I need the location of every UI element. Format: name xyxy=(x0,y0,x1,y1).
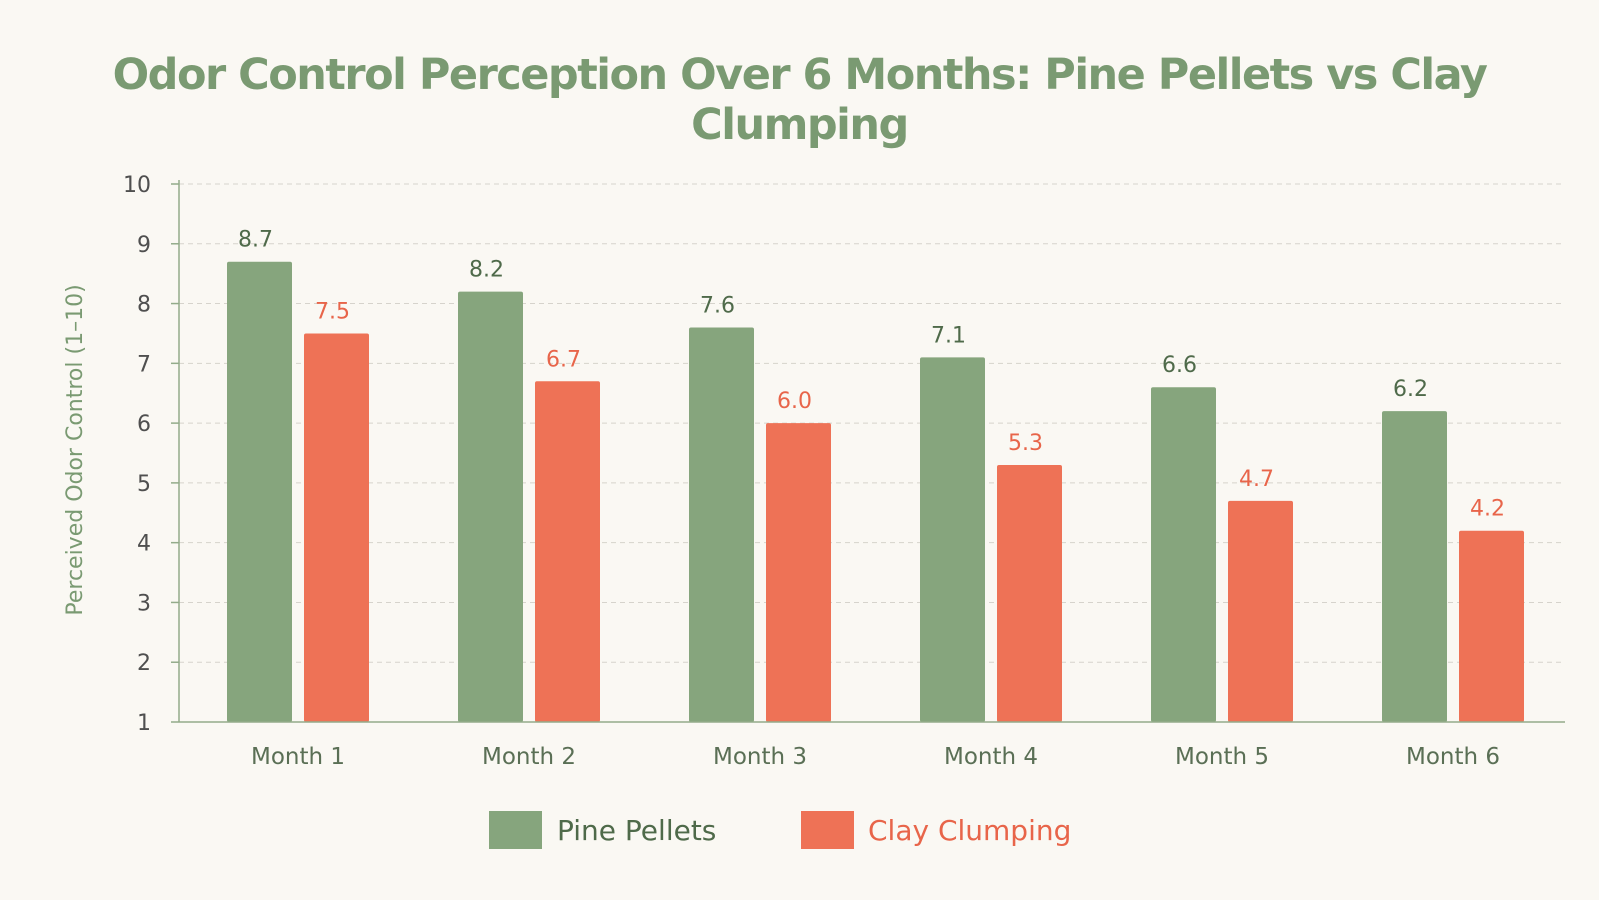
value-label-clay: 4.2 xyxy=(1470,497,1505,522)
y-tick-label: 2 xyxy=(137,651,151,676)
bar-clay[interactable] xyxy=(766,423,831,722)
y-tick-label: 9 xyxy=(137,233,151,258)
y-tick-label: 1 xyxy=(137,711,151,736)
x-category-label: Month 6 xyxy=(1406,744,1500,770)
x-category-label: Month 5 xyxy=(1175,744,1269,770)
x-category-label: Month 4 xyxy=(944,744,1038,770)
value-labels: 8.7 7.5 8.2 6.7 7.6 6.0 7.1 5.3 6.6 4.7 6.2 4.2 xyxy=(238,228,1505,522)
legend: Pine Pellets Clay Clumping xyxy=(489,811,1071,849)
y-tick-label: 10 xyxy=(123,173,151,198)
chart-title: Odor Control Perception Over 6 Months: P… xyxy=(112,50,1488,150)
bar-clay[interactable] xyxy=(535,381,600,722)
value-label-clay: 7.5 xyxy=(315,299,350,324)
y-tick-label: 3 xyxy=(137,591,151,616)
gridlines xyxy=(179,183,1565,663)
legend-label-clay: Clay Clumping xyxy=(868,814,1071,847)
bar-pine[interactable] xyxy=(227,261,292,722)
y-tick-label: 4 xyxy=(137,532,151,557)
legend-item-clay[interactable]: Clay Clumping xyxy=(801,811,1071,849)
bar-clay[interactable] xyxy=(1459,530,1524,722)
bars xyxy=(227,261,1524,722)
value-label-clay: 6.7 xyxy=(546,347,581,372)
bar-clay[interactable] xyxy=(1228,500,1293,722)
x-category-label: Month 2 xyxy=(482,744,576,770)
legend-swatch-pine xyxy=(489,811,542,849)
value-label-pine: 7.6 xyxy=(700,293,735,318)
legend-item-pine[interactable]: Pine Pellets xyxy=(489,811,716,849)
value-label-pine: 6.6 xyxy=(1162,353,1197,378)
bar-pine[interactable] xyxy=(920,357,985,722)
bar-clay[interactable] xyxy=(997,464,1062,722)
value-label-pine: 7.1 xyxy=(931,323,966,348)
axes xyxy=(178,180,1565,723)
legend-label-pine: Pine Pellets xyxy=(557,814,716,847)
x-category-labels: Month 1 Month 2 Month 3 Month 4 Month 5 Month… xyxy=(251,744,1500,770)
bar-pine[interactable] xyxy=(458,291,523,722)
y-tick-label: 8 xyxy=(137,293,151,318)
x-category-label: Month 1 xyxy=(251,744,345,770)
y-tick-labels: 1 2 3 4 5 6 7 8 9 10 xyxy=(123,173,179,736)
value-label-pine: 8.2 xyxy=(469,258,504,283)
value-label-pine: 6.2 xyxy=(1393,377,1428,402)
y-tick-label: 7 xyxy=(137,352,151,377)
y-tick-label: 5 xyxy=(137,472,151,497)
bar-pine[interactable] xyxy=(1151,387,1216,722)
value-label-pine: 8.7 xyxy=(238,228,273,253)
x-category-label: Month 3 xyxy=(713,744,807,770)
value-label-clay: 5.3 xyxy=(1008,431,1043,456)
bar-clay[interactable] xyxy=(304,333,369,722)
bar-pine[interactable] xyxy=(1382,411,1447,722)
value-label-clay: 6.0 xyxy=(777,389,812,414)
y-axis-title: Perceived Odor Control (1–10) xyxy=(63,284,88,615)
y-tick-label: 6 xyxy=(137,412,151,437)
legend-swatch-clay xyxy=(801,811,854,849)
value-label-clay: 4.7 xyxy=(1239,467,1274,492)
bar-pine[interactable] xyxy=(689,327,754,722)
